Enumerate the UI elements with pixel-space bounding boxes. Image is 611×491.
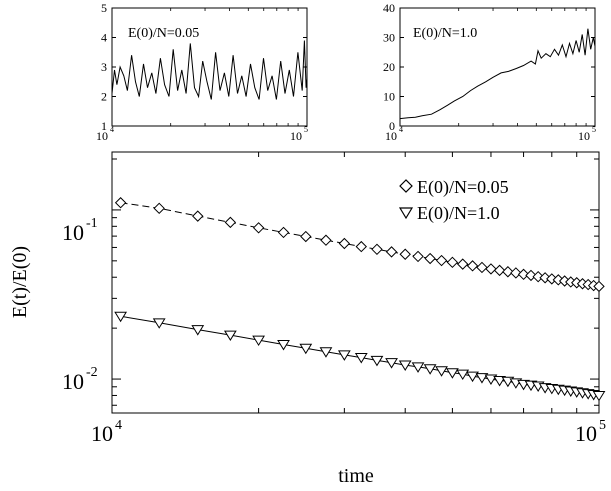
triangle-data-point	[456, 369, 470, 381]
inset-high-energy-x-tick-10e5-exp: 5	[592, 125, 596, 134]
triangle-data-point	[411, 362, 425, 373]
triangle-data-point	[319, 347, 333, 358]
diamond-data-point	[476, 261, 488, 274]
triangle-data-point	[337, 350, 351, 361]
triangle-data-point	[370, 355, 384, 367]
main-fit-lines	[120, 202, 600, 396]
inset-low-energy-x-tick-10e4-exp: 4	[110, 125, 114, 134]
inset-high-energy-x-tick-labels: 10 4 10 5	[385, 125, 596, 143]
triangle-data-point	[435, 366, 448, 377]
diamond-data-point	[412, 250, 424, 263]
inset-low-energy-y-tick-label: 5	[101, 1, 107, 15]
main-x-tick-10e5-exp: 5	[599, 418, 606, 433]
main-y-axis-label: E(t)/E(0)	[9, 246, 31, 318]
inset-high-energy-y-ticks: 0 10 20 30 40	[383, 1, 595, 133]
main-y-tick-10e-2-base: 10	[62, 369, 84, 394]
inset-high-energy-x-tick-10e4-exp: 4	[399, 125, 403, 134]
legend-triangle-down-marker	[398, 207, 414, 220]
inset-low-energy-y-tick-label: 3	[101, 60, 107, 74]
inset-high-energy-y-tick-label: 20	[383, 60, 395, 74]
main-x-tick-10e4-base: 10	[91, 421, 113, 446]
diamond-data-point	[277, 226, 290, 239]
main-y-tick-10e-2-exp: -2	[86, 365, 98, 380]
diamond-data-point	[593, 280, 605, 293]
legend-label-low-energy: E(0)/N=0.05	[417, 177, 509, 198]
main-x-axis-label: time	[338, 465, 374, 487]
diamond-data-point	[114, 197, 127, 209]
triangle-data-point	[252, 335, 265, 347]
main-data-markers	[114, 197, 606, 402]
diamond-data-point	[300, 230, 312, 243]
diamond-data-point	[192, 210, 204, 222]
triangle-data-point	[114, 311, 128, 323]
triangle-data-point	[446, 368, 459, 379]
diamond-data-point	[224, 216, 237, 229]
triangle-data-point	[223, 330, 237, 342]
triangle-data-point	[398, 360, 412, 372]
inset-low-energy-y-tick-label: 1	[101, 119, 107, 133]
diamond-data-point	[435, 254, 448, 267]
inset-low-energy-y-tick-label: 2	[101, 90, 107, 104]
diamond-data-point	[493, 264, 506, 277]
main-x-tick-10e4-exp: 4	[115, 418, 122, 433]
triangle-data-point	[354, 353, 368, 364]
triangle-data-point	[592, 390, 606, 402]
triangle-data-point	[484, 374, 498, 386]
triangle-data-point	[152, 318, 166, 329]
main-y-tick-10e-1-exp: -1	[86, 216, 98, 231]
inset-low-energy-y-ticks: 1 2 3 4 5	[101, 1, 307, 133]
legend-diamond-marker	[399, 179, 413, 193]
diamond-data-point	[457, 258, 469, 270]
triangle-data-point	[191, 325, 205, 336]
main-chart: 10 4 10 5 10 -1 10 -2 time E(t)/E(0) E(0…	[9, 151, 606, 487]
diamond-data-point	[355, 240, 367, 253]
inset-high-energy-series-line	[399, 28, 596, 120]
inset-high-energy-y-tick-label: 30	[383, 31, 395, 45]
inset-low-energy-series-line	[111, 40, 308, 100]
main-y-tick-10e-1-base: 10	[62, 220, 84, 245]
main-chart-frame	[111, 151, 600, 414]
triangle-data-point	[277, 340, 290, 351]
diamond-data-point	[338, 237, 351, 250]
triangle-data-point	[299, 343, 313, 355]
inset-low-energy-x-tick-10e4-base: 10	[96, 129, 108, 143]
inset-high-energy-y-tick-label: 10	[383, 90, 395, 104]
triangle-data-point	[493, 376, 506, 387]
inset-high-energy-title: E(0)/N=1.0	[413, 26, 477, 41]
diamond-data-point	[371, 243, 383, 256]
inset-low-energy-title: E(0)/N=0.05	[128, 26, 199, 41]
diamond-data-point	[424, 252, 436, 265]
triangle-data-point	[385, 358, 398, 369]
main-x-tick-10e5-base: 10	[575, 421, 597, 446]
diamond-data-point	[320, 234, 332, 246]
inset-low-energy-y-tick-label: 4	[101, 31, 107, 45]
inset-low-energy-x-tick-10e5-base: 10	[290, 129, 302, 143]
legend-entry-low-energy: E(0)/N=0.05	[399, 177, 509, 198]
main-chart-ticks	[112, 152, 599, 413]
diamond-data-point	[485, 263, 497, 275]
main-y-tick-labels: 10 -1 10 -2	[62, 216, 98, 394]
diamond-data-point	[385, 246, 398, 258]
inset-chart-low-energy: E(0)/N=0.05 10 4 10 5 1 2 3 4 5	[96, 1, 308, 143]
diamond-data-point	[466, 260, 479, 272]
legend-entry-high-energy: E(0)/N=1.0	[398, 203, 500, 224]
triangle-data-point	[423, 364, 437, 375]
inset-high-energy-x-tick-10e4-base: 10	[385, 129, 397, 143]
main-x-tick-labels: 10 4 10 5	[91, 418, 606, 446]
diamond-data-point	[399, 248, 411, 260]
diamond-data-point	[446, 256, 459, 269]
diamond-data-point	[252, 222, 265, 234]
triangle-data-point	[466, 371, 479, 383]
inset-low-energy-x-tick-labels: 10 4 10 5	[96, 125, 308, 143]
inset-low-energy-x-tick-10e5-exp: 5	[304, 125, 308, 134]
inset-high-energy-y-tick-label: 0	[389, 119, 395, 133]
inset-high-energy-x-tick-10e5-base: 10	[578, 129, 590, 143]
legend-label-high-energy: E(0)/N=1.0	[417, 203, 500, 224]
inset-high-energy-y-tick-label: 40	[383, 1, 395, 15]
main-legend: E(0)/N=0.05 E(0)/N=1.0	[398, 177, 509, 224]
diamond-data-point	[153, 202, 165, 215]
triangle-data-point	[475, 373, 489, 384]
